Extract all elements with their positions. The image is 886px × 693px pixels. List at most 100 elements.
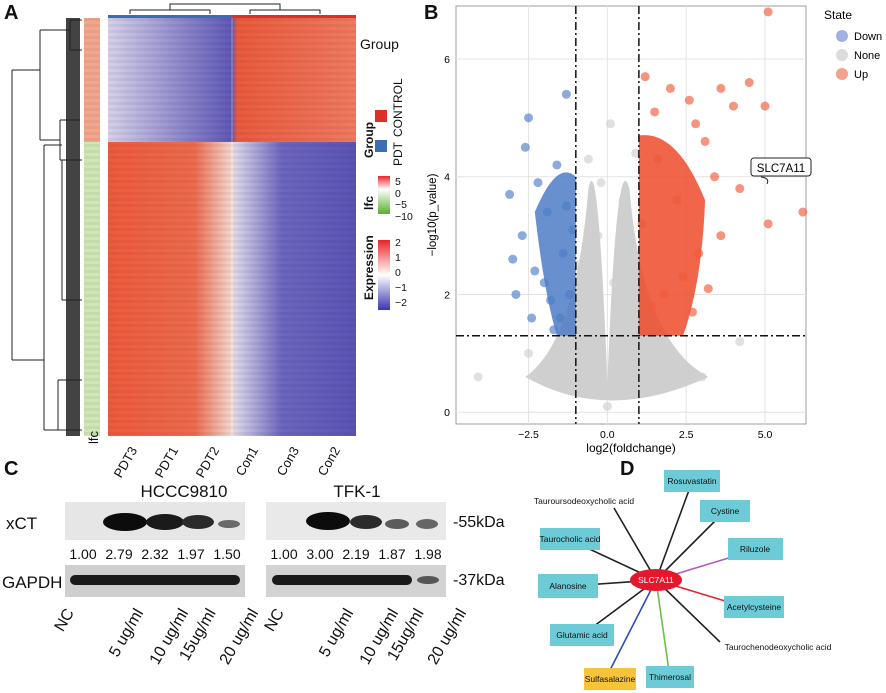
point-down	[558, 248, 568, 258]
axis-ticks: −2.5 0.0 2.5 5.0 0 2 4 6	[444, 54, 772, 441]
panel-label-b: B	[424, 2, 439, 24]
point-down	[539, 278, 549, 288]
point-up	[703, 284, 713, 294]
point-none	[546, 366, 556, 376]
panel-label-c: C	[4, 458, 19, 480]
node-cystine	[700, 500, 750, 522]
point-none	[621, 337, 631, 347]
legend-up-label: Up	[854, 69, 868, 81]
point-up	[678, 272, 688, 282]
point-up	[665, 83, 675, 93]
point-down	[524, 113, 534, 123]
point-up	[700, 136, 710, 146]
point-down	[565, 289, 575, 299]
point-none	[697, 372, 707, 382]
point-none	[473, 372, 483, 382]
point-up	[646, 301, 656, 311]
volcano-plot: −2.5 0.0 2.5 5.0 0 2 4 6 log2(foldchange) −log1…	[427, 5, 882, 455]
point-up	[640, 72, 650, 82]
point-down	[552, 160, 562, 170]
point-up	[735, 184, 745, 194]
label-taurochenodeoxycholic: Taurochenodeoxycholic acid	[725, 642, 832, 652]
label-sulfasalazine: Sulfasalazine	[585, 674, 636, 684]
heatmap-group-title: Group	[360, 36, 399, 52]
point-down	[533, 178, 543, 188]
none-cloud-shape	[525, 180, 709, 401]
point-up	[798, 207, 808, 217]
drug-network: Rosuvastatin Tauroursodeoxycholic acid C…	[534, 470, 832, 690]
point-up	[716, 83, 726, 93]
point-none	[593, 231, 603, 241]
point-none	[524, 348, 534, 358]
legend-title: State	[824, 8, 852, 22]
legend-down-label: Down	[854, 31, 882, 43]
marker-55kda: -55kDa	[453, 514, 505, 531]
blot-images	[65, 502, 446, 597]
label-rosuvastatin: Rosuvastatin	[667, 476, 716, 486]
point-none	[618, 195, 628, 205]
lfc-legend-ticks: 5 0 −5 −10	[395, 176, 413, 223]
blot2-values: 1.00 3.00 2.19 1.87 1.98	[270, 546, 442, 562]
dendrogram-leaves	[66, 18, 80, 436]
western-blot-panel: HCCC9810 TFK-1 xCT GAPDH -55kDa -37kDa 1…	[2, 482, 505, 668]
label-taurocholic: Taurocholic acid	[540, 534, 601, 544]
point-none	[583, 154, 593, 164]
legend-none-marker	[836, 49, 848, 61]
point-up	[687, 307, 697, 317]
y-tick-label: 0	[444, 407, 450, 419]
label-glutamic-acid: Glutamic acid	[556, 630, 608, 640]
marker-37kda: -37kDa	[453, 572, 505, 589]
point-none	[628, 242, 638, 252]
point-down	[546, 295, 556, 305]
up-mass	[638, 135, 706, 336]
point-down	[505, 189, 515, 199]
x-axis-label: log2(foldchange)	[586, 441, 675, 455]
point-down	[520, 142, 530, 152]
point-down	[511, 289, 521, 299]
node-acetylcysteine	[724, 596, 784, 618]
blot2-cell-line: TFK-1	[333, 482, 381, 501]
label-riluzole: Riluzole	[740, 544, 771, 554]
point-down	[517, 231, 527, 241]
point-down	[549, 325, 559, 335]
point-up	[716, 231, 726, 241]
point-up	[672, 195, 682, 205]
group-bar-control	[232, 15, 356, 18]
x-tick-label: 0.0	[600, 429, 615, 441]
point-up	[691, 119, 701, 129]
row-label-gapdh: GAPDH	[2, 573, 63, 592]
point-none	[735, 337, 745, 347]
panel-label-a: A	[4, 2, 19, 24]
node-taurocholic-acid	[540, 528, 600, 550]
node-slc7a11	[630, 569, 682, 591]
point-none	[631, 148, 641, 158]
point-none	[659, 354, 669, 364]
node-thimerosal	[646, 666, 694, 688]
legend-up-marker	[836, 68, 848, 80]
lfc-legend-bar	[378, 176, 390, 214]
expression-legend-bar	[378, 240, 390, 310]
point-up	[763, 219, 773, 229]
node-glutamic-acid	[550, 624, 614, 646]
point-down	[561, 89, 571, 99]
y-tick-label: 2	[444, 289, 450, 301]
point-up	[760, 101, 770, 111]
legend-none-label: None	[854, 50, 880, 62]
point-none	[602, 401, 612, 411]
point-none	[580, 313, 590, 323]
point-down	[561, 201, 571, 211]
point-up	[694, 248, 704, 258]
heatmap-figure	[11, 3, 390, 436]
point-up	[763, 7, 773, 17]
point-none	[574, 260, 584, 270]
panel-label-d: D	[620, 458, 635, 480]
data-points	[473, 7, 808, 411]
expression-legend-ticks: 2 1 0 −1 −2	[395, 237, 407, 309]
group-bar-pdt	[108, 15, 232, 18]
point-none	[609, 278, 619, 288]
point-none	[606, 119, 616, 129]
point-up	[710, 172, 720, 182]
point-down	[508, 254, 518, 264]
label-alanosine: Alanosine	[549, 581, 587, 591]
point-none	[596, 178, 606, 188]
